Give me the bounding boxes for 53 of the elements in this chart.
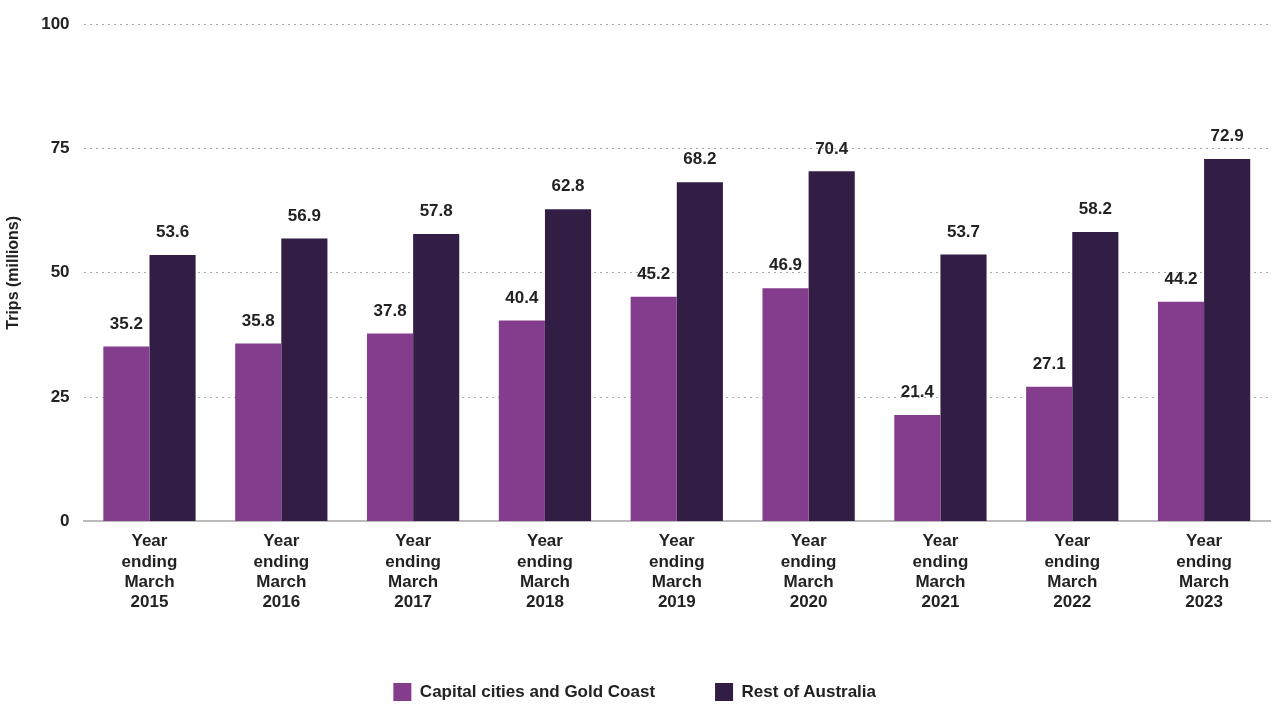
bar xyxy=(630,296,677,521)
data-label: 57.8 xyxy=(419,201,453,221)
bar xyxy=(281,238,328,521)
x-tick-label: Year ending March 2020 xyxy=(780,531,837,612)
bar xyxy=(366,333,414,521)
bar xyxy=(676,182,723,521)
x-tick-label: Year ending March 2022 xyxy=(1044,531,1101,612)
bar xyxy=(808,171,855,521)
x-tick-label: Year ending March 2021 xyxy=(912,531,969,612)
bar xyxy=(235,343,282,521)
data-label: 72.9 xyxy=(1210,126,1244,146)
bar xyxy=(1072,232,1119,521)
data-label: 44.2 xyxy=(1164,268,1198,288)
data-label: 45.2 xyxy=(637,263,671,283)
x-tick-label: Year ending March 2019 xyxy=(648,531,705,612)
bar xyxy=(1026,386,1073,521)
y-tick-label: 75 xyxy=(50,138,70,158)
bar xyxy=(544,209,592,521)
data-label: 21.4 xyxy=(900,382,935,402)
data-label: 40.4 xyxy=(505,287,539,307)
bar xyxy=(762,288,809,521)
data-label: 62.8 xyxy=(551,176,585,196)
x-tick-label: Year ending March 2018 xyxy=(517,531,573,612)
data-label: 35.8 xyxy=(241,310,275,330)
data-label: 53.7 xyxy=(946,221,981,241)
data-label: 58.2 xyxy=(1078,199,1112,219)
y-tick-label: 0 xyxy=(60,511,70,531)
data-label: 37.8 xyxy=(373,300,407,320)
data-label: 53.6 xyxy=(156,222,190,242)
y-tick-label: 50 xyxy=(50,262,70,282)
data-label: 68.2 xyxy=(683,149,717,169)
legend-label: Capital cities and Gold Coast xyxy=(419,681,656,701)
data-label: 46.9 xyxy=(768,255,803,275)
bar xyxy=(1204,158,1251,521)
bar xyxy=(103,346,150,521)
x-tick-label: Year ending March 2016 xyxy=(253,531,310,612)
bar xyxy=(498,320,545,521)
x-tick-label: Year ending March 2017 xyxy=(385,531,441,612)
y-tick-label: 100 xyxy=(41,13,70,33)
bar xyxy=(894,415,941,521)
bar xyxy=(413,234,460,521)
y-axis-title: Trips (millions) xyxy=(4,215,22,330)
bar xyxy=(1157,301,1205,521)
x-tick-label: Year ending March 2023 xyxy=(1176,531,1232,612)
data-label: 56.9 xyxy=(287,205,321,225)
data-label: 70.4 xyxy=(815,138,849,158)
x-tick-label: Year ending March 2015 xyxy=(121,531,178,612)
data-label: 35.2 xyxy=(109,313,143,333)
bar xyxy=(940,254,987,521)
y-tick-label: 25 xyxy=(50,386,70,406)
bar xyxy=(149,254,196,521)
legend-label: Rest of Australia xyxy=(741,681,877,701)
data-label: 27.1 xyxy=(1032,353,1066,373)
